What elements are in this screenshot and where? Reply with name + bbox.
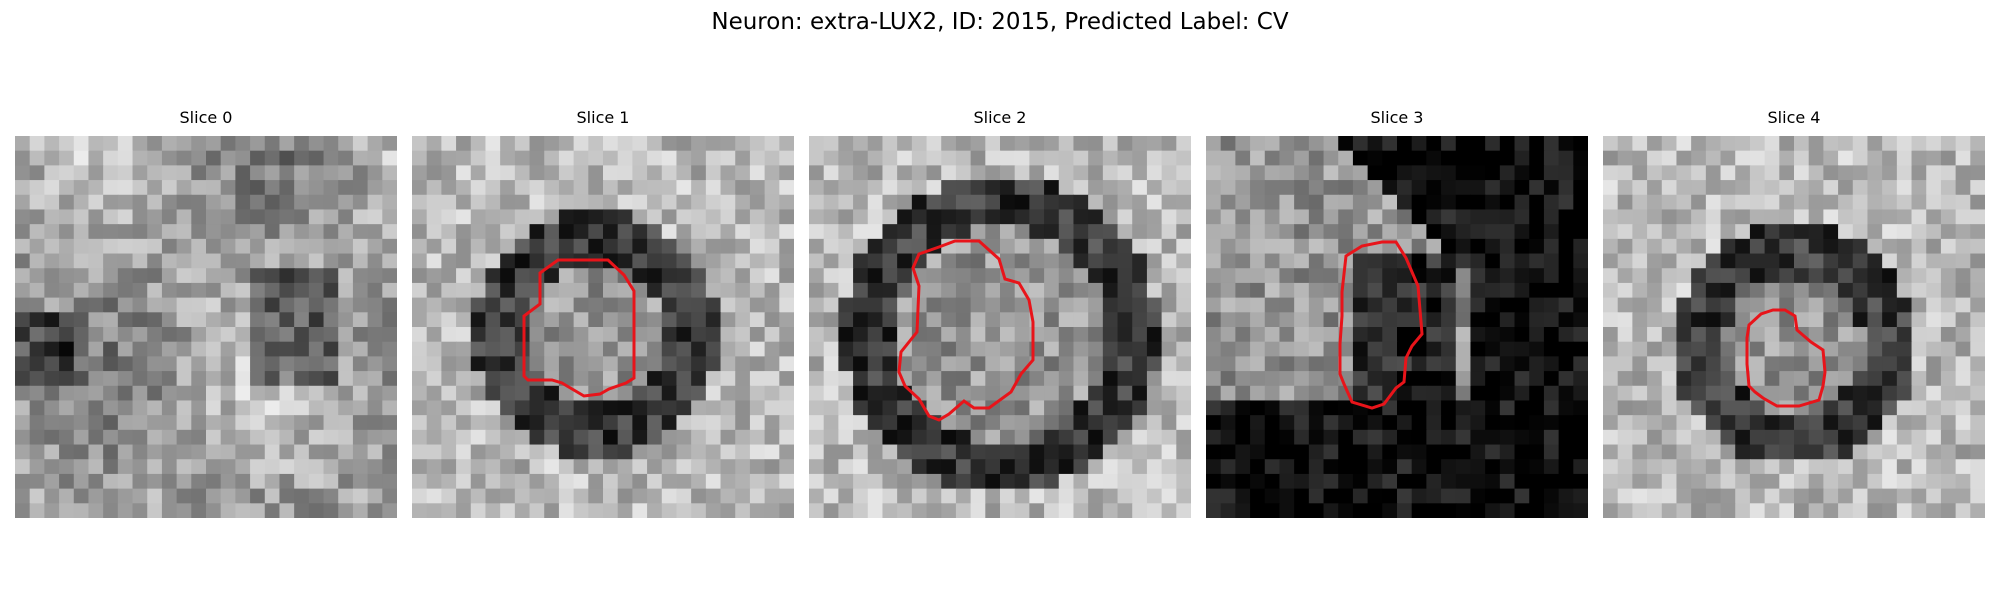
segmentation-contour xyxy=(522,258,636,398)
slice-title: Slice 0 xyxy=(179,108,233,127)
slice-panel-4: Slice 4 xyxy=(1603,108,1985,518)
slice-image-4 xyxy=(1603,136,1985,518)
segmentation-contour xyxy=(897,239,1035,422)
slice-panel-0: Slice 0 xyxy=(15,108,397,518)
slice-image-0 xyxy=(15,136,397,518)
slice-panel-1: Slice 1 xyxy=(412,108,794,518)
slice-image-2 xyxy=(809,136,1191,518)
segmentation-contour xyxy=(1745,308,1827,408)
slice-title: Slice 3 xyxy=(1370,108,1424,127)
slice-image-3 xyxy=(1206,136,1588,518)
slice-title: Slice 4 xyxy=(1767,108,1821,127)
slice-title: Slice 1 xyxy=(576,108,630,127)
slice-panel-3: Slice 3 xyxy=(1206,108,1588,518)
slice-title: Slice 2 xyxy=(973,108,1027,127)
slice-image-1 xyxy=(412,136,794,518)
segmentation-contour xyxy=(1338,240,1424,410)
slice-panel-2: Slice 2 xyxy=(809,108,1191,518)
figure-title: Neuron: extra-LUX2, ID: 2015, Predicted … xyxy=(711,9,1289,35)
